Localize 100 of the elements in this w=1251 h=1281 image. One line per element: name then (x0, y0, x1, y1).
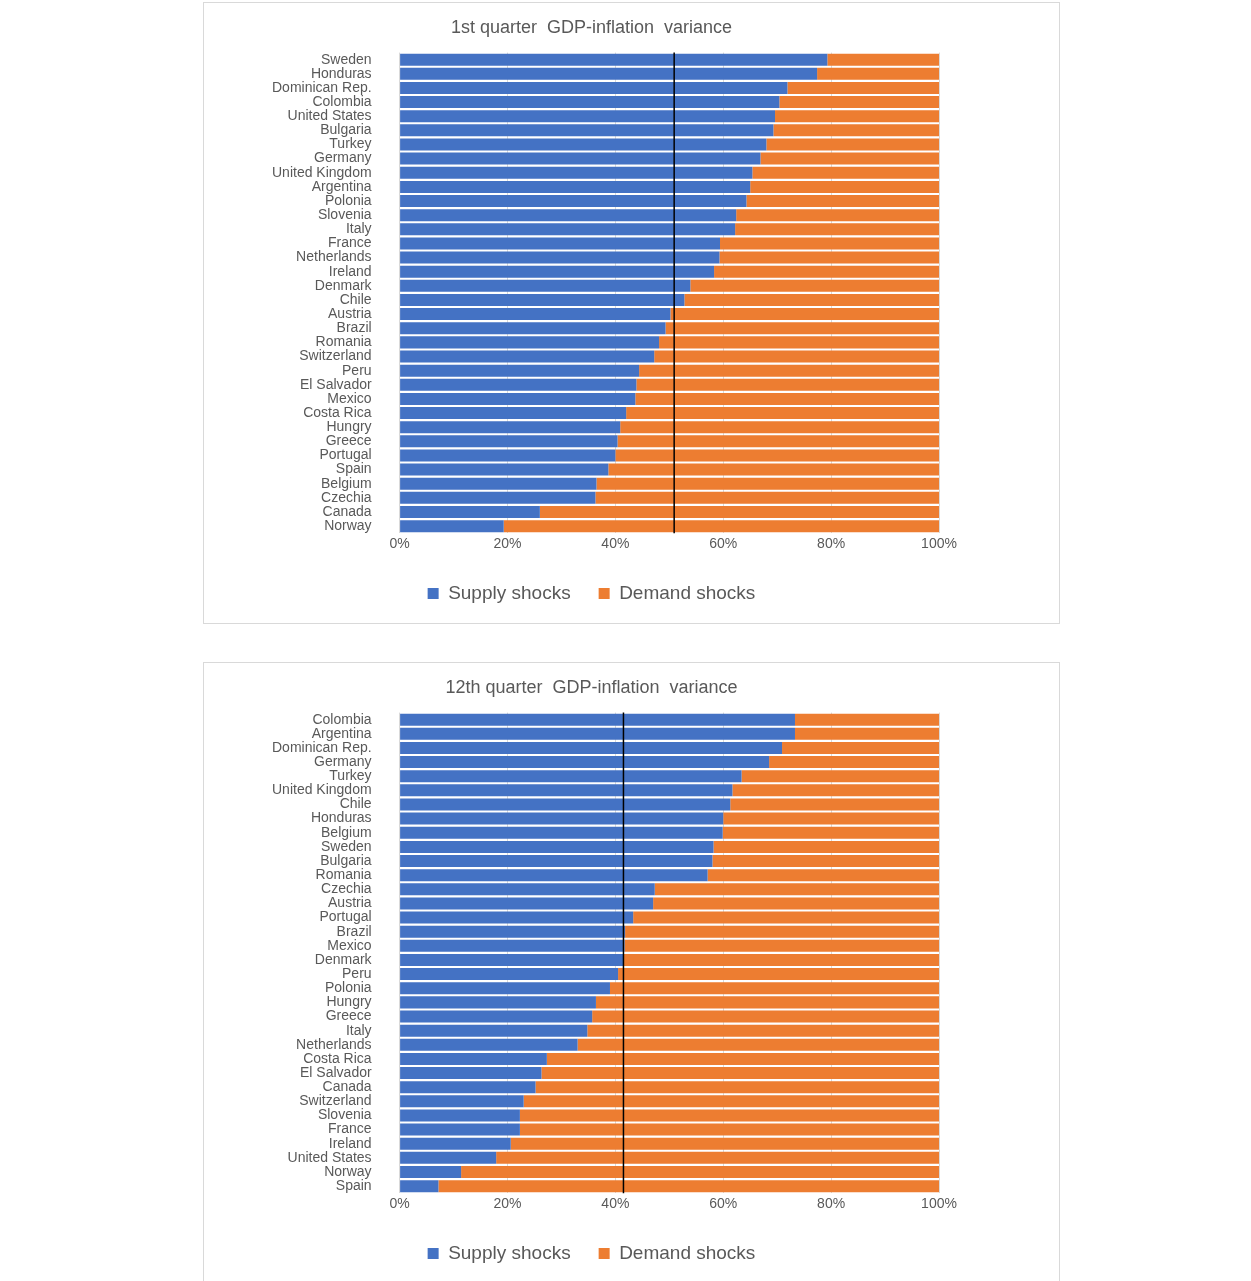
bar (400, 1095, 524, 1108)
bar (400, 96, 780, 109)
y-tick-label: Netherlands (296, 248, 372, 265)
bar (400, 279, 691, 292)
bar (615, 449, 939, 462)
x-tick-label: 60% (709, 535, 738, 552)
bar (400, 421, 621, 434)
bar (400, 520, 504, 533)
bar (400, 322, 666, 335)
bar (794, 713, 939, 726)
bar (400, 223, 736, 236)
y-tick-label: Norway (324, 1162, 372, 1179)
bar (817, 67, 939, 80)
bar (779, 96, 939, 109)
bar (400, 209, 737, 222)
y-tick-label: Chile (339, 290, 372, 307)
bar (519, 1109, 939, 1122)
x-tick-label: 100% (921, 535, 957, 552)
bar (794, 727, 939, 740)
bar (592, 1010, 939, 1023)
bar (720, 237, 939, 250)
bar (400, 953, 624, 966)
bar (746, 195, 939, 208)
bar (400, 378, 637, 391)
x-tick-label: 40% (601, 1195, 630, 1212)
y-tick-label: Slovenia (317, 206, 372, 223)
bar (741, 770, 939, 783)
bar (546, 1052, 939, 1065)
y-tick-label: Switzerland (299, 347, 372, 364)
bar (400, 855, 713, 868)
y-tick-label: Mexico (327, 389, 372, 406)
y-tick-label: Austria (328, 304, 372, 321)
legend-label: Demand shocks (619, 1241, 756, 1263)
bar (400, 1123, 520, 1136)
bar (596, 477, 939, 490)
bar (707, 869, 939, 882)
bar (595, 996, 939, 1009)
bar (635, 392, 939, 405)
bar (400, 350, 655, 363)
y-tick-label: Bulgaria (320, 121, 372, 138)
x-tick-label: 80% (817, 1195, 846, 1212)
bar (519, 1123, 939, 1136)
y-tick-label: El Salvador (300, 1063, 372, 1080)
bar (461, 1165, 939, 1179)
bar (400, 1067, 542, 1080)
bar (766, 138, 939, 151)
bar (654, 350, 939, 363)
y-tick-label: Portugal (319, 908, 372, 925)
bar (400, 152, 761, 165)
bar (400, 897, 654, 910)
x-tick-label: 0% (389, 1195, 410, 1212)
bar (400, 364, 640, 377)
bar (400, 110, 776, 123)
bar (400, 1081, 536, 1094)
bar (400, 336, 660, 349)
bar (400, 1038, 578, 1051)
bar (827, 53, 939, 66)
bar (400, 392, 636, 405)
bar (775, 110, 939, 123)
bar (438, 1180, 939, 1193)
y-tick-label: Czechia (321, 880, 372, 897)
bar (684, 293, 939, 306)
bar (723, 812, 939, 825)
bar (623, 953, 939, 966)
bar (400, 982, 610, 995)
bar (633, 911, 939, 924)
bar (539, 505, 939, 519)
y-tick-label: Italy (345, 1021, 372, 1038)
y-tick-label: Germany (314, 752, 372, 769)
y-tick-label: Colombia (312, 92, 372, 109)
y-tick-label: Peru (342, 964, 372, 981)
bar (636, 378, 939, 391)
bar (618, 968, 939, 981)
y-tick-label: Hungry (326, 418, 372, 435)
x-tick-label: 0% (389, 535, 410, 552)
bar (541, 1067, 939, 1080)
bar (496, 1151, 939, 1164)
bar (400, 449, 616, 462)
bar (400, 124, 774, 137)
bar (609, 982, 939, 995)
x-tick-label: 100% (921, 1195, 957, 1212)
bar (400, 770, 742, 783)
y-tick-label: Romania (315, 866, 372, 883)
x-tick-label: 80% (817, 535, 846, 552)
bar (400, 265, 715, 278)
bar (608, 463, 939, 476)
y-tick-label: United States (287, 1148, 372, 1165)
bar (626, 407, 939, 420)
legend-label: Demand shocks (619, 581, 756, 603)
bar (400, 463, 609, 476)
bar (400, 293, 685, 306)
y-tick-label: Italy (345, 220, 372, 237)
y-tick-label: Bulgaria (320, 851, 372, 868)
y-tick-label: Austria (328, 894, 372, 911)
chart-title: 1st quarter GDP-inflation variance (450, 16, 733, 37)
y-tick-label: Canada (322, 502, 372, 519)
bar (400, 784, 733, 797)
bar (510, 1137, 939, 1150)
chart-title: 12th quarter GDP-inflation variance (445, 676, 738, 697)
y-tick-label: United States (287, 107, 372, 124)
